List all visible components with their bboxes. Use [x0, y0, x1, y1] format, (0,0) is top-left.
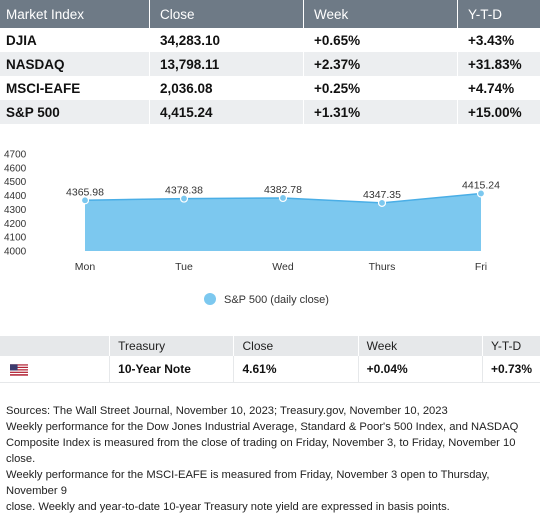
header-close: Close	[234, 336, 358, 356]
treasury-close: 4.61%	[234, 356, 358, 383]
header-market-index: Market Index	[0, 0, 150, 28]
index-name: DJIA	[0, 28, 150, 52]
index-week: +1.31%	[304, 100, 458, 124]
x-tick-label: Thurs	[369, 261, 396, 273]
data-label: 4365.98	[66, 186, 104, 198]
y-tick-label: 4400	[4, 191, 27, 202]
data-label: 4347.35	[363, 189, 401, 201]
header-week: Week	[358, 336, 482, 356]
x-tick-label: Mon	[75, 261, 96, 273]
index-close: 2,036.08	[150, 76, 304, 100]
treasury-header-row: Treasury Close Week Y-T-D	[0, 336, 540, 356]
table-row: 10-Year Note 4.61% +0.04% +0.73%	[0, 356, 540, 383]
index-ytd: +31.83%	[458, 52, 540, 76]
index-close: 34,283.10	[150, 28, 304, 52]
y-tick-label: 4500	[4, 177, 27, 188]
index-ytd: +4.74%	[458, 76, 540, 100]
sp500-area-chart: 4000 4100 4200 4300 4400 4500 4600 4700 4365.98 4…	[0, 140, 540, 318]
x-tick-label: Wed	[272, 261, 294, 273]
treasury-ytd: +0.73%	[482, 356, 540, 383]
flag-cell	[0, 356, 110, 383]
table-header-row: Market Index Close Week Y-T-D	[0, 0, 540, 28]
footnote-line: Composite Index is measured from the clo…	[6, 435, 536, 467]
legend-marker	[204, 293, 216, 305]
header-treasury: Treasury	[110, 336, 234, 356]
treasury-name: 10-Year Note	[110, 356, 234, 383]
y-tick-label: 4300	[4, 205, 27, 216]
data-label: 4415.24	[462, 179, 500, 191]
index-close: 4,415.24	[150, 100, 304, 124]
header-blank	[0, 336, 110, 356]
header-week: Week	[304, 0, 458, 28]
y-tick-label: 4100	[4, 233, 27, 244]
x-tick-label: Tue	[175, 261, 193, 273]
index-name: MSCI-EAFE	[0, 76, 150, 100]
footnote-line: close. Weekly and year-to-date 10-year T…	[6, 499, 536, 515]
index-week: +0.65%	[304, 28, 458, 52]
data-label: 4382.78	[264, 184, 302, 196]
us-flag-icon	[10, 364, 28, 376]
x-tick-label: Fri	[475, 261, 487, 273]
index-week: +0.25%	[304, 76, 458, 100]
footnote: Sources: The Wall Street Journal, Novemb…	[6, 403, 536, 515]
table-row: S&P 500 4,415.24 +1.31% +15.00%	[0, 100, 540, 124]
index-week: +2.37%	[304, 52, 458, 76]
treasury-table: Treasury Close Week Y-T-D 10-Year Note 4…	[0, 336, 540, 383]
table-row: DJIA 34,283.10 +0.65% +3.43%	[0, 28, 540, 52]
y-tick-label: 4200	[4, 219, 27, 230]
y-tick-label: 4600	[4, 163, 27, 174]
index-ytd: +3.43%	[458, 28, 540, 52]
header-ytd: Y-T-D	[482, 336, 540, 356]
legend-label: S&P 500 (daily close)	[224, 294, 329, 306]
header-ytd: Y-T-D	[458, 0, 540, 28]
y-tick-label: 4000	[4, 247, 27, 258]
index-name: NASDAQ	[0, 52, 150, 76]
market-index-table: Market Index Close Week Y-T-D DJIA 34,28…	[0, 0, 540, 124]
table-row: NASDAQ 13,798.11 +2.37% +31.83%	[0, 52, 540, 76]
footnote-line: Weekly performance for the MSCI-EAFE is …	[6, 467, 536, 499]
header-close: Close	[150, 0, 304, 28]
y-tick-label: 4700	[4, 150, 27, 161]
index-name: S&P 500	[0, 100, 150, 124]
data-label: 4378.38	[165, 185, 203, 197]
series-area	[85, 193, 481, 251]
table-row: MSCI-EAFE 2,036.08 +0.25% +4.74%	[0, 76, 540, 100]
index-close: 13,798.11	[150, 52, 304, 76]
index-ytd: +15.00%	[458, 100, 540, 124]
treasury-week: +0.04%	[358, 356, 482, 383]
footnote-line: Sources: The Wall Street Journal, Novemb…	[6, 403, 536, 419]
footnote-line: Weekly performance for the Dow Jones Ind…	[6, 419, 536, 435]
